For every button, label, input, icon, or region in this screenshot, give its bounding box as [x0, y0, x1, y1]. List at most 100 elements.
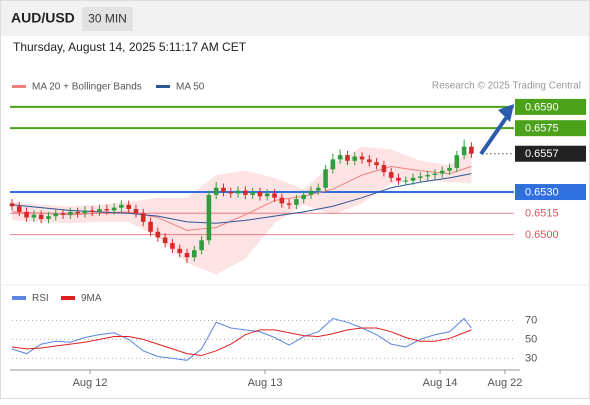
- candle-body: [170, 243, 175, 249]
- candle-body: [184, 253, 190, 258]
- candle-body: [89, 210, 95, 212]
- interval: 30 MIN: [88, 12, 127, 26]
- candle-body: [330, 159, 336, 170]
- candle-body: [469, 146, 474, 154]
- level-label: 0.6575: [525, 123, 559, 135]
- level-label: 0.6590: [525, 101, 559, 113]
- candle-body: [250, 192, 255, 195]
- candle-body: [16, 206, 22, 212]
- candle-body: [38, 214, 44, 219]
- credit: Research © 2025 Trading Central: [432, 81, 581, 92]
- candle-body: [388, 172, 394, 178]
- candle-body: [359, 156, 365, 160]
- x-tick-label: Aug 13: [248, 377, 283, 389]
- candle-body: [439, 170, 445, 174]
- x-tick-label: Aug 14: [423, 377, 458, 389]
- candle-body: [133, 209, 139, 214]
- interval-badge: [82, 7, 133, 31]
- candle-body: [199, 240, 204, 251]
- candle-body: [257, 192, 263, 197]
- candle-body: [243, 190, 248, 195]
- symbol: AUD/USD: [11, 10, 75, 26]
- x-tick-label: Aug 22: [488, 377, 523, 389]
- candle-body: [119, 204, 124, 208]
- candle-body: [374, 162, 379, 166]
- candle-body: [235, 190, 241, 194]
- candle-body: [111, 207, 117, 211]
- candle-body: [192, 250, 197, 258]
- arrow-head: [498, 104, 514, 122]
- candle-body: [177, 248, 183, 254]
- bollinger-band: [12, 146, 472, 275]
- candle-body: [162, 237, 168, 244]
- candle-body: [410, 177, 416, 181]
- candle-body: [272, 193, 277, 198]
- candle-body: [345, 155, 350, 161]
- candle-body: [213, 187, 219, 195]
- ma-line: [11, 173, 472, 224]
- candle-body: [337, 155, 343, 160]
- candle-body: [126, 204, 131, 210]
- candle-body: [432, 173, 438, 175]
- candle-body: [60, 213, 66, 215]
- candle-body: [315, 187, 321, 191]
- level-box: [515, 184, 586, 201]
- candle-body: [264, 193, 270, 197]
- candle-body: [286, 203, 292, 205]
- candle-body: [53, 213, 59, 217]
- timestamp: Thursday, August 14, 2025 5:11:17 AM CET: [13, 40, 247, 54]
- candle-body: [228, 192, 234, 194]
- level-label: 0.6500: [525, 229, 559, 241]
- ma-line: [11, 165, 472, 231]
- y-tick-label: 30: [525, 352, 537, 364]
- legend-label: RSI: [32, 293, 49, 304]
- rsi-line: [11, 327, 472, 357]
- candle-body: [308, 190, 314, 195]
- candle-body: [367, 159, 372, 163]
- candle-body: [9, 203, 15, 207]
- candle-body: [403, 180, 409, 182]
- candle-body: [221, 187, 226, 193]
- candle-body: [68, 211, 73, 215]
- candle-body: [148, 221, 153, 232]
- candle-body: [425, 175, 430, 177]
- level-box: [515, 145, 586, 162]
- candle-body: [82, 210, 88, 214]
- level-label: 0.6557: [525, 148, 559, 160]
- candle-body: [447, 167, 452, 171]
- level-box: [515, 120, 586, 137]
- candle-body: [301, 194, 306, 200]
- candle-body: [97, 209, 102, 212]
- rsi-line: [11, 317, 472, 361]
- level-label: 0.6515: [525, 208, 559, 220]
- legend-swatch: [12, 296, 26, 300]
- level-label: 0.6530: [525, 186, 559, 198]
- legend-swatch: [156, 85, 170, 88]
- legend-label: MA 20 + Bollinger Bands: [32, 82, 142, 93]
- candle-body: [323, 169, 328, 188]
- y-tick-label: 50: [525, 333, 537, 345]
- candle-body: [294, 199, 299, 205]
- candle-body: [24, 211, 29, 218]
- candle-body: [381, 165, 387, 173]
- x-tick-label: Aug 12: [73, 377, 108, 389]
- candle-body: [46, 216, 51, 219]
- candle-body: [155, 231, 161, 238]
- legend-label: 9MA: [81, 293, 102, 304]
- candle-body: [31, 214, 37, 218]
- candle-body: [75, 211, 80, 214]
- legend-swatch: [12, 85, 26, 88]
- candle-body: [206, 194, 212, 241]
- candle-body: [140, 213, 146, 222]
- legend-label: MA 50: [176, 82, 205, 93]
- candle-body: [454, 155, 460, 168]
- candle-body: [418, 176, 423, 178]
- candle-body: [396, 177, 401, 181]
- candle-body: [279, 197, 285, 204]
- y-tick-label: 70: [525, 314, 537, 326]
- projection-arrow: [479, 116, 508, 156]
- legend-swatch: [61, 296, 75, 300]
- level-box: [515, 98, 586, 115]
- candle-body: [104, 209, 110, 211]
